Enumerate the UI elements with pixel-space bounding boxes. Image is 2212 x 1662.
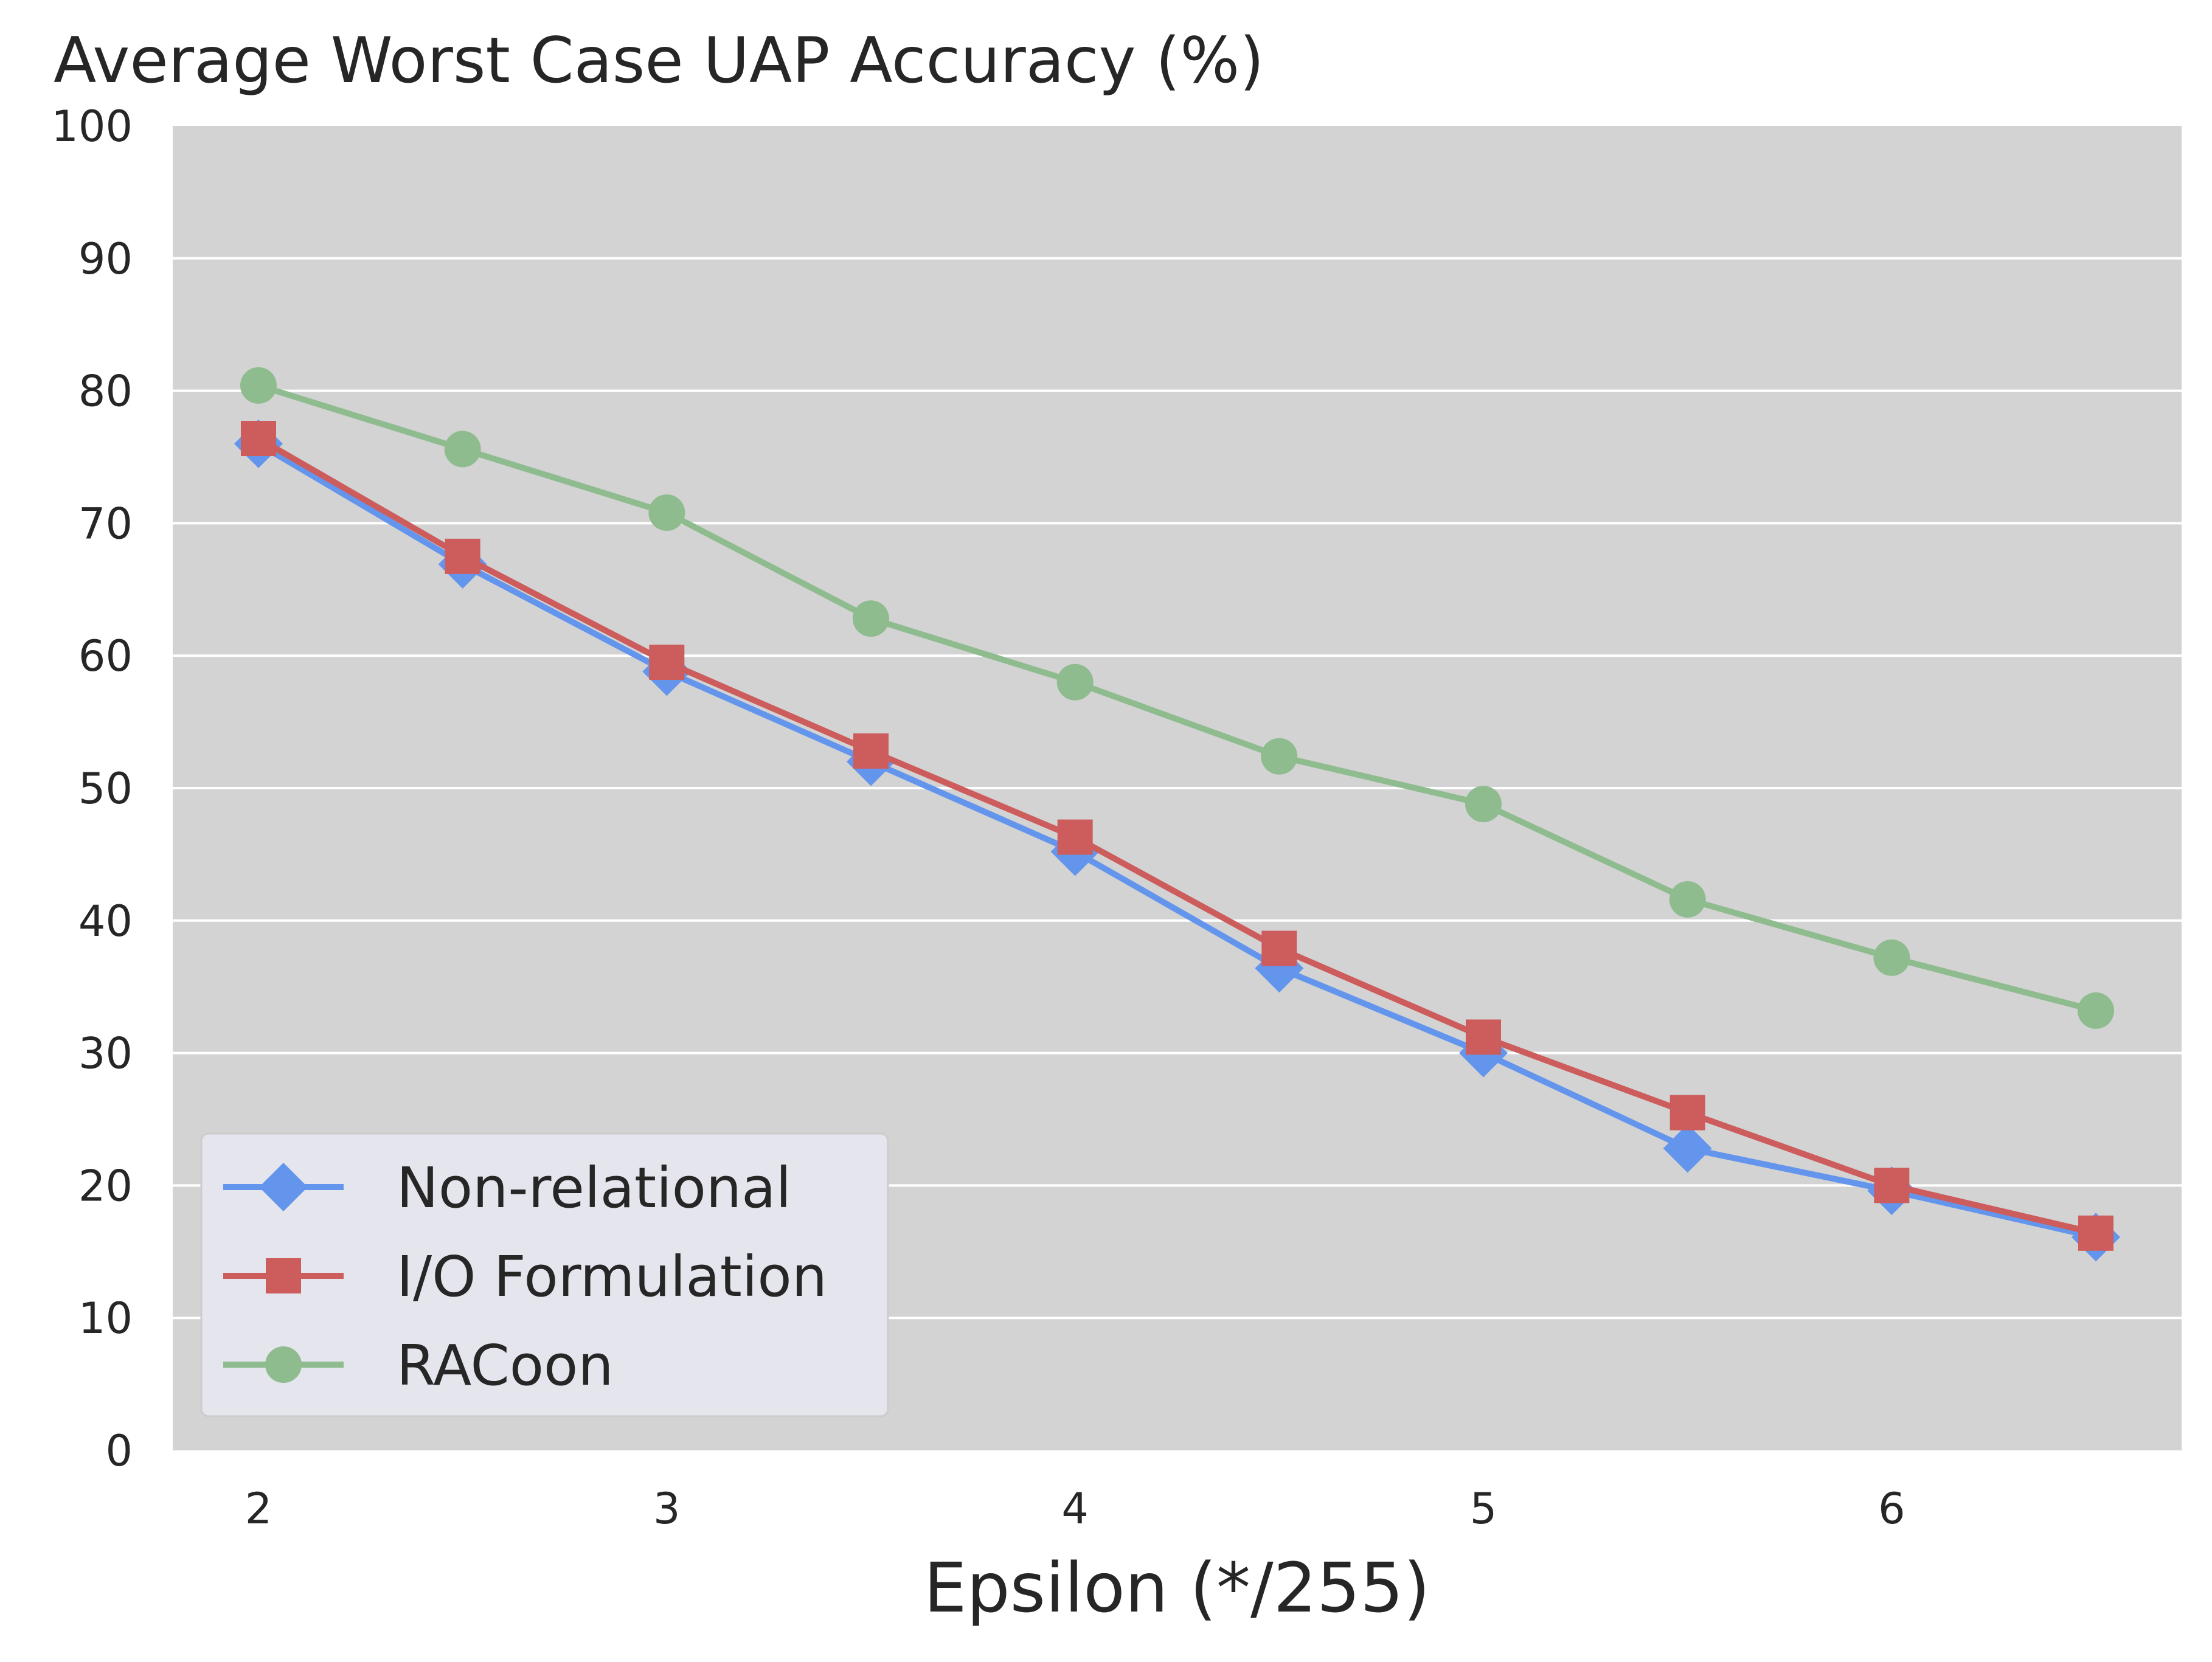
data-point-i-o-formulation (1057, 819, 1093, 855)
legend-label: RACoon (397, 1333, 614, 1398)
data-point-i-o-formulation (445, 538, 480, 574)
data-point-racoon (444, 431, 481, 468)
legend-marker-i-o-formulation (266, 1258, 301, 1293)
data-point-racoon (2078, 992, 2115, 1029)
x-tick-label: 3 (653, 1484, 681, 1534)
data-point-i-o-formulation (240, 421, 276, 457)
legend-item-racoon: RACoon (223, 1333, 614, 1398)
y-tick-label: 100 (51, 102, 133, 151)
legend-item-i-o-formulation: I/O Formulation (223, 1244, 827, 1309)
legend-label: I/O Formulation (397, 1244, 827, 1309)
x-tick-label: 4 (1061, 1484, 1089, 1534)
legend-entries: Non-relational I/O Formulation RACoon (223, 1155, 827, 1398)
y-tick-label: 90 (78, 234, 133, 284)
data-point-racoon (1465, 786, 1502, 823)
legend-item-non-relational: Non-relational (223, 1155, 791, 1221)
data-point-i-o-formulation (853, 733, 889, 769)
data-point-non-relational (1663, 1124, 1712, 1173)
series-line-racoon (255, 382, 2099, 1014)
series-i-o-formulation (240, 421, 2114, 1251)
legend-label: Non-relational (397, 1155, 791, 1221)
series-line-i-o-formulation (255, 435, 2099, 1236)
data-point-i-o-formulation (1261, 930, 1297, 966)
data-point-racoon (1873, 939, 1910, 976)
y-tick-label: 20 (78, 1161, 133, 1211)
x-axis: 2 3 4 5 6 (245, 1484, 1905, 1534)
data-point-i-o-formulation (1466, 1019, 1502, 1055)
y-tick-label: 60 (78, 631, 133, 681)
data-point-i-o-formulation (1874, 1168, 1910, 1203)
data-point-racoon (852, 600, 889, 637)
y-tick-label: 40 (78, 896, 133, 946)
data-point-i-o-formulation (2078, 1215, 2114, 1251)
y-tick-label: 0 (105, 1426, 133, 1476)
x-tick-label: 6 (1878, 1484, 1905, 1534)
series-racoon (240, 367, 2115, 1029)
y-tick-label: 70 (78, 499, 133, 549)
legend-marker-non-relational (259, 1163, 308, 1211)
y-axis: 0 10 20 30 40 50 60 70 80 90 100 (51, 102, 133, 1476)
y-tick-label: 50 (78, 764, 133, 814)
legend: Non-relational I/O Formulation RACoon (200, 1132, 889, 1418)
y-tick-label: 10 (78, 1293, 133, 1343)
data-point-racoon (240, 367, 277, 404)
x-tick-label: 2 (245, 1484, 272, 1534)
legend-marker-racoon (265, 1346, 302, 1383)
y-tick-label: 80 (78, 367, 133, 417)
series-line-non-relational (255, 440, 2099, 1241)
data-point-racoon (1669, 881, 1706, 918)
x-axis-label: Epsilon (*/255) (924, 1549, 1430, 1628)
x-tick-label: 5 (1470, 1484, 1497, 1534)
data-point-racoon (1261, 738, 1298, 775)
chart-title: Average Worst Case UAP Accuracy (%) (54, 24, 1264, 97)
y-tick-label: 30 (78, 1029, 133, 1079)
series-layer (234, 367, 2121, 1262)
data-point-i-o-formulation (649, 645, 685, 680)
legend-box (200, 1132, 889, 1418)
data-point-racoon (1056, 663, 1094, 701)
data-point-i-o-formulation (1669, 1095, 1705, 1131)
data-point-racoon (648, 494, 685, 531)
